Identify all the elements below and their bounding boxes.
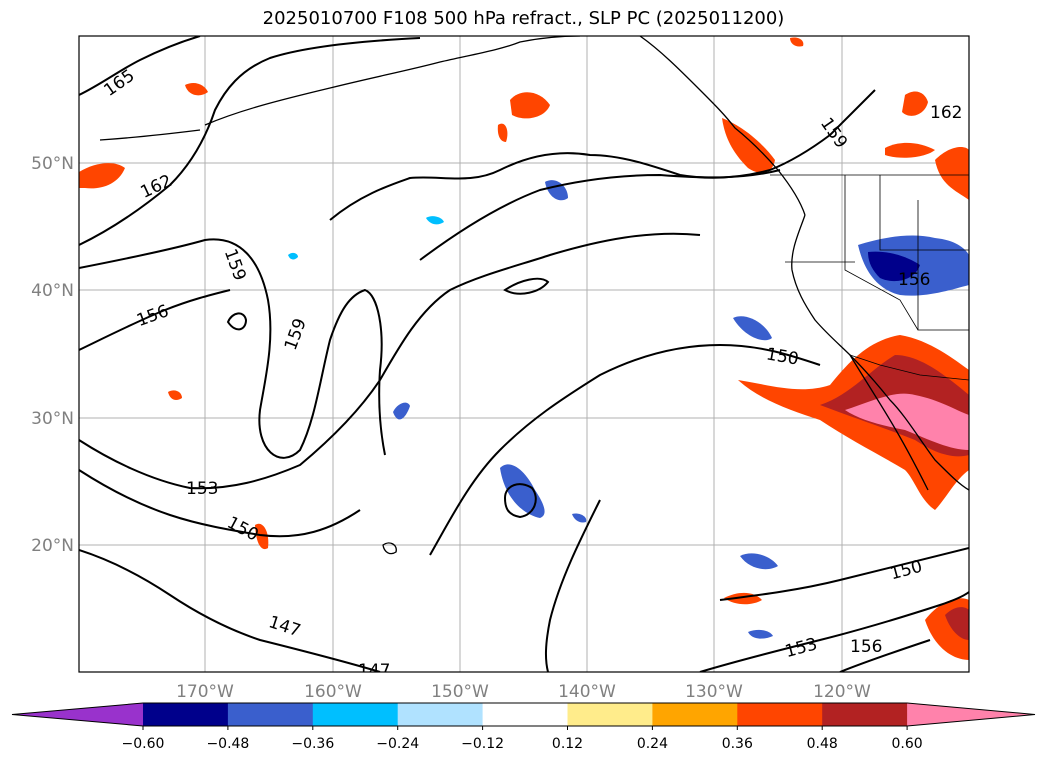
lat-label-40: 40°N [31,281,74,301]
contour-156-b [419,169,781,261]
colorbar-swatch [652,703,738,726]
lon-label-120: 120°W [813,682,871,702]
contour-159-b [329,89,876,221]
positive-anomaly-f [790,37,804,47]
negative-anomaly-b [393,402,410,420]
colorbar-swatch [143,703,229,726]
colorbar-swatch [312,703,399,726]
negative-anomaly-g [288,252,298,260]
colorbar-tick-label: 0.36 [722,736,753,752]
coast-se-alaska-bc [639,36,806,216]
colorbar-extend-min [12,703,143,726]
slp-contours [79,36,969,672]
gridlines [79,36,969,672]
colorbar-swatch [822,703,908,726]
coast-aleutians [99,129,201,141]
positive-anomaly-d [168,390,182,400]
positive-anomaly-gulf [510,92,550,119]
positive-anomaly-pnw [722,118,775,173]
contour-156-a [79,289,231,351]
positive-anomaly-east [885,142,935,158]
colorbar-tick-label: −0.36 [291,736,334,752]
lon-label-130: 130°W [685,682,743,702]
contour-153-b [699,591,969,672]
border-states-1 [844,175,919,331]
lat-label-30: 30°N [31,409,74,429]
contour-165 [79,36,201,96]
lat-label-50: 50°N [31,154,74,174]
contour-small-closed-2 [503,277,550,295]
positive-anomaly-b [255,523,269,550]
colorbar-tick-label: 0.60 [892,736,923,752]
contour-147-a [79,549,381,672]
positive-anomaly-se-core [945,607,969,640]
negative-anomaly-hawaii-ne [500,464,545,518]
positive-anomaly-ne [902,91,928,116]
positive-anomaly-east2 [935,147,969,200]
colorbar-swatch [227,703,314,726]
contour-153 [79,232,701,490]
lat-label-20: 20°N [31,536,74,556]
colorbar-tick-label: −0.12 [461,736,504,752]
contour-162 [79,37,421,246]
contour-150-b [429,343,821,556]
contour-147-b [544,499,601,672]
contour-156-c [839,639,931,672]
colorbar-tick-label: 0.24 [637,736,668,752]
negative-anomaly-d [426,216,444,225]
coast-baja [849,354,929,491]
contour-label-162-b: 162 [930,103,962,123]
negative-anomaly-c [740,553,778,570]
lon-label-160: 160°W [304,682,362,702]
colorbar-tick-label: 0.12 [552,736,583,752]
longitude-labels: 170°W 160°W 150°W 140°W 130°W 120°W [176,682,871,702]
colorbar-swatch [397,703,484,726]
positive-anomaly-west [79,163,125,189]
contour-small-closed [226,312,248,331]
shaded-anomalies [79,37,969,660]
contour-label-156-c: 156 [850,637,882,657]
contour-label-147-b: 147 [358,661,390,681]
negative-anomaly-great-basin-core [868,251,920,282]
lon-label-170: 170°W [176,682,234,702]
contour-159-a [79,238,386,459]
positive-anomaly-e [497,123,508,142]
political-borders [770,174,969,381]
contour-label-153: 153 [186,479,218,499]
map-title: 2025010700 F108 500 hPa refract., SLP PC… [262,8,785,29]
negative-anomaly-f [748,629,773,639]
contour-150-c [719,547,969,601]
coast-alaska [204,36,581,126]
border-states-2 [879,175,969,251]
contour-closed-low [503,483,537,519]
border-states-3 [917,200,969,331]
positive-anomaly-a [185,82,208,96]
latitude-labels: 50°N 40°N 30°N 20°N [31,154,74,556]
lon-label-140: 140°W [558,682,616,702]
colorbar-tick-label: −0.24 [376,736,419,752]
contour-150-a [79,469,361,538]
negative-anomaly-e [572,513,587,523]
colorbar-swatch [482,703,568,726]
colorbar: −0.60 −0.48 −0.36 −0.24 −0.12 0.12 0.24 0.36 0.4… [11,702,1036,752]
colorbar-tick-label: 0.48 [807,736,838,752]
colorbar-extend-max [907,703,1035,726]
colorbar-tick-label: −0.48 [206,736,249,752]
colorbar-swatch [737,703,823,726]
negative-anomaly-offshore [733,316,772,341]
positive-anomaly-baja-max [845,393,969,450]
lon-label-150: 150°W [431,682,489,702]
border-us-mexico [849,354,969,381]
coast-hawaii [382,542,397,555]
contour-label-156-b: 156 [898,270,930,290]
map-frame [78,35,970,673]
colorbar-swatch [567,703,653,726]
colorbar-tick-label: −0.60 [122,736,165,752]
